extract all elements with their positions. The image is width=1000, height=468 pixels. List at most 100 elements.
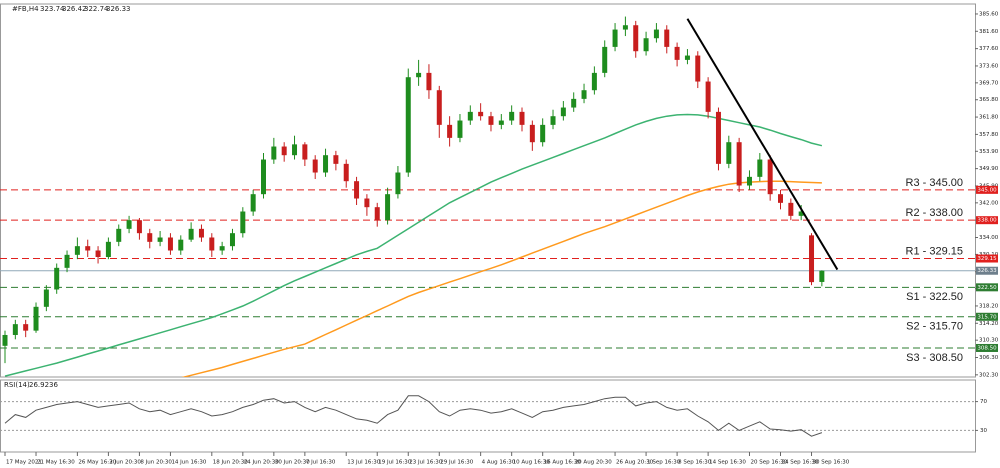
candle-body bbox=[767, 159, 773, 195]
candle-body bbox=[12, 324, 18, 335]
last-price-tag bbox=[976, 266, 998, 275]
rsi-title: RSI(14) bbox=[4, 381, 30, 389]
x-tick-label: 23 Jul 16:30 bbox=[409, 460, 442, 466]
candle-body bbox=[385, 194, 391, 221]
candle-body bbox=[746, 176, 752, 186]
candle-body bbox=[684, 55, 690, 60]
candle-body bbox=[416, 72, 422, 78]
candle-body bbox=[612, 29, 618, 47]
y-tick-label: 349.90 bbox=[979, 166, 999, 172]
x-tick-label: 21 May 16:30 bbox=[37, 460, 75, 466]
candle-body bbox=[488, 116, 494, 125]
x-tick-label: 19 Jul 16:30 bbox=[378, 460, 411, 466]
candle-body bbox=[540, 124, 546, 143]
y-tick-label: 353.90 bbox=[979, 149, 999, 155]
candle-body bbox=[54, 267, 60, 290]
price-plot bbox=[0, 16, 975, 377]
header-open: 323.74 bbox=[40, 5, 65, 13]
candle-body bbox=[105, 241, 111, 257]
candle-body bbox=[498, 120, 504, 125]
candle-body bbox=[705, 81, 711, 112]
candle-body bbox=[219, 246, 225, 251]
level-label: S2 - 315.70 bbox=[906, 321, 963, 333]
y-tick-label: 342.00 bbox=[979, 200, 999, 206]
candle-body bbox=[602, 46, 608, 73]
header: #FB,H4 323.74 326.42 322.74 326.33 RSI(1… bbox=[4, 5, 131, 389]
rsi-plot bbox=[0, 395, 975, 437]
level-label: R2 - 338.00 bbox=[906, 207, 963, 219]
candle-body bbox=[591, 72, 597, 91]
candle-body bbox=[757, 159, 763, 177]
candle-body bbox=[167, 237, 173, 251]
candle-body bbox=[447, 124, 453, 138]
candle-body bbox=[622, 25, 628, 30]
x-tick-label: 16 Aug 16:30 bbox=[544, 460, 582, 466]
candle-body bbox=[116, 228, 122, 242]
candle-body bbox=[571, 98, 577, 108]
x-tick-label: 29 Jul 16:30 bbox=[440, 460, 473, 466]
candle-body bbox=[695, 55, 701, 82]
candle-body bbox=[229, 233, 235, 247]
x-tick-label: 20 Aug 20:30 bbox=[575, 460, 613, 466]
header-close: 326.33 bbox=[106, 5, 131, 13]
level-tag bbox=[976, 216, 998, 225]
candle-body bbox=[581, 90, 587, 99]
candle-body bbox=[74, 246, 80, 255]
candle-body bbox=[664, 29, 670, 47]
candle-body bbox=[64, 254, 70, 268]
candle-body bbox=[405, 77, 411, 173]
level-label: R1 - 329.15 bbox=[906, 245, 963, 257]
candle-body bbox=[250, 194, 256, 212]
y-tick-label: 361.80 bbox=[979, 115, 999, 121]
candle-body bbox=[23, 324, 29, 331]
y-tick-label: 365.80 bbox=[979, 97, 999, 103]
x-tick-label: 18 Jun 20:30 bbox=[213, 460, 248, 466]
level-tag-label: 329.15 bbox=[977, 256, 997, 262]
candle-body bbox=[43, 289, 49, 307]
level-tag bbox=[976, 185, 998, 194]
level-tag bbox=[976, 283, 998, 292]
candle-body bbox=[653, 29, 659, 39]
level-tag-label: 345.00 bbox=[977, 187, 997, 193]
candle-body bbox=[457, 120, 463, 138]
y-tick-label: 385.60 bbox=[979, 11, 999, 17]
candle-body bbox=[198, 228, 204, 238]
candle-body bbox=[643, 38, 649, 52]
level-tag-label: 315.70 bbox=[977, 314, 997, 320]
candle-body bbox=[736, 142, 742, 186]
level-tag-label: 322.50 bbox=[977, 285, 997, 291]
y-tick-label: 377.60 bbox=[979, 46, 999, 52]
level-tag bbox=[976, 312, 998, 321]
x-tick-label: 14 Jun 16:30 bbox=[171, 460, 206, 466]
level-tag-label: 308.50 bbox=[977, 345, 997, 351]
candle-body bbox=[126, 220, 132, 229]
y-tick-label: 357.80 bbox=[979, 132, 999, 138]
candle-body bbox=[188, 228, 194, 240]
rsi-value: 26.9236 bbox=[29, 381, 58, 389]
x-tick-label: 7 Jul 16:30 bbox=[306, 460, 336, 466]
x-tick-label: 30 Sep 16:30 bbox=[813, 460, 850, 466]
candle-body bbox=[809, 235, 815, 283]
x-tick-label: 20 Sep 16:30 bbox=[750, 460, 787, 466]
x-tick-label: 26 Aug 20:30 bbox=[616, 460, 654, 466]
x-tick-label: 24 Jun 20:30 bbox=[244, 460, 279, 466]
candle-body bbox=[778, 194, 783, 203]
candle-body bbox=[819, 270, 825, 282]
candle-body bbox=[178, 239, 184, 251]
rsi-panel bbox=[0, 379, 976, 453]
candle-body bbox=[323, 155, 329, 173]
x-tick-label: 14 Sep 16:30 bbox=[709, 460, 746, 466]
candle-body bbox=[136, 220, 142, 234]
candle-body bbox=[374, 207, 380, 221]
candle-body bbox=[312, 159, 318, 173]
candle-body bbox=[147, 233, 153, 242]
y-tick-label: 314.20 bbox=[979, 321, 999, 327]
y-tick-label: 373.60 bbox=[979, 63, 999, 69]
y-tick-label: 30 bbox=[980, 428, 987, 434]
candle-body bbox=[788, 202, 794, 216]
x-tick-label: 24 Sep 16:30 bbox=[782, 460, 819, 466]
candle-body bbox=[2, 334, 8, 346]
level-label: R3 - 345.00 bbox=[906, 177, 963, 189]
last-price-tag-label: 326.33 bbox=[977, 268, 997, 274]
candle-body bbox=[426, 72, 432, 91]
